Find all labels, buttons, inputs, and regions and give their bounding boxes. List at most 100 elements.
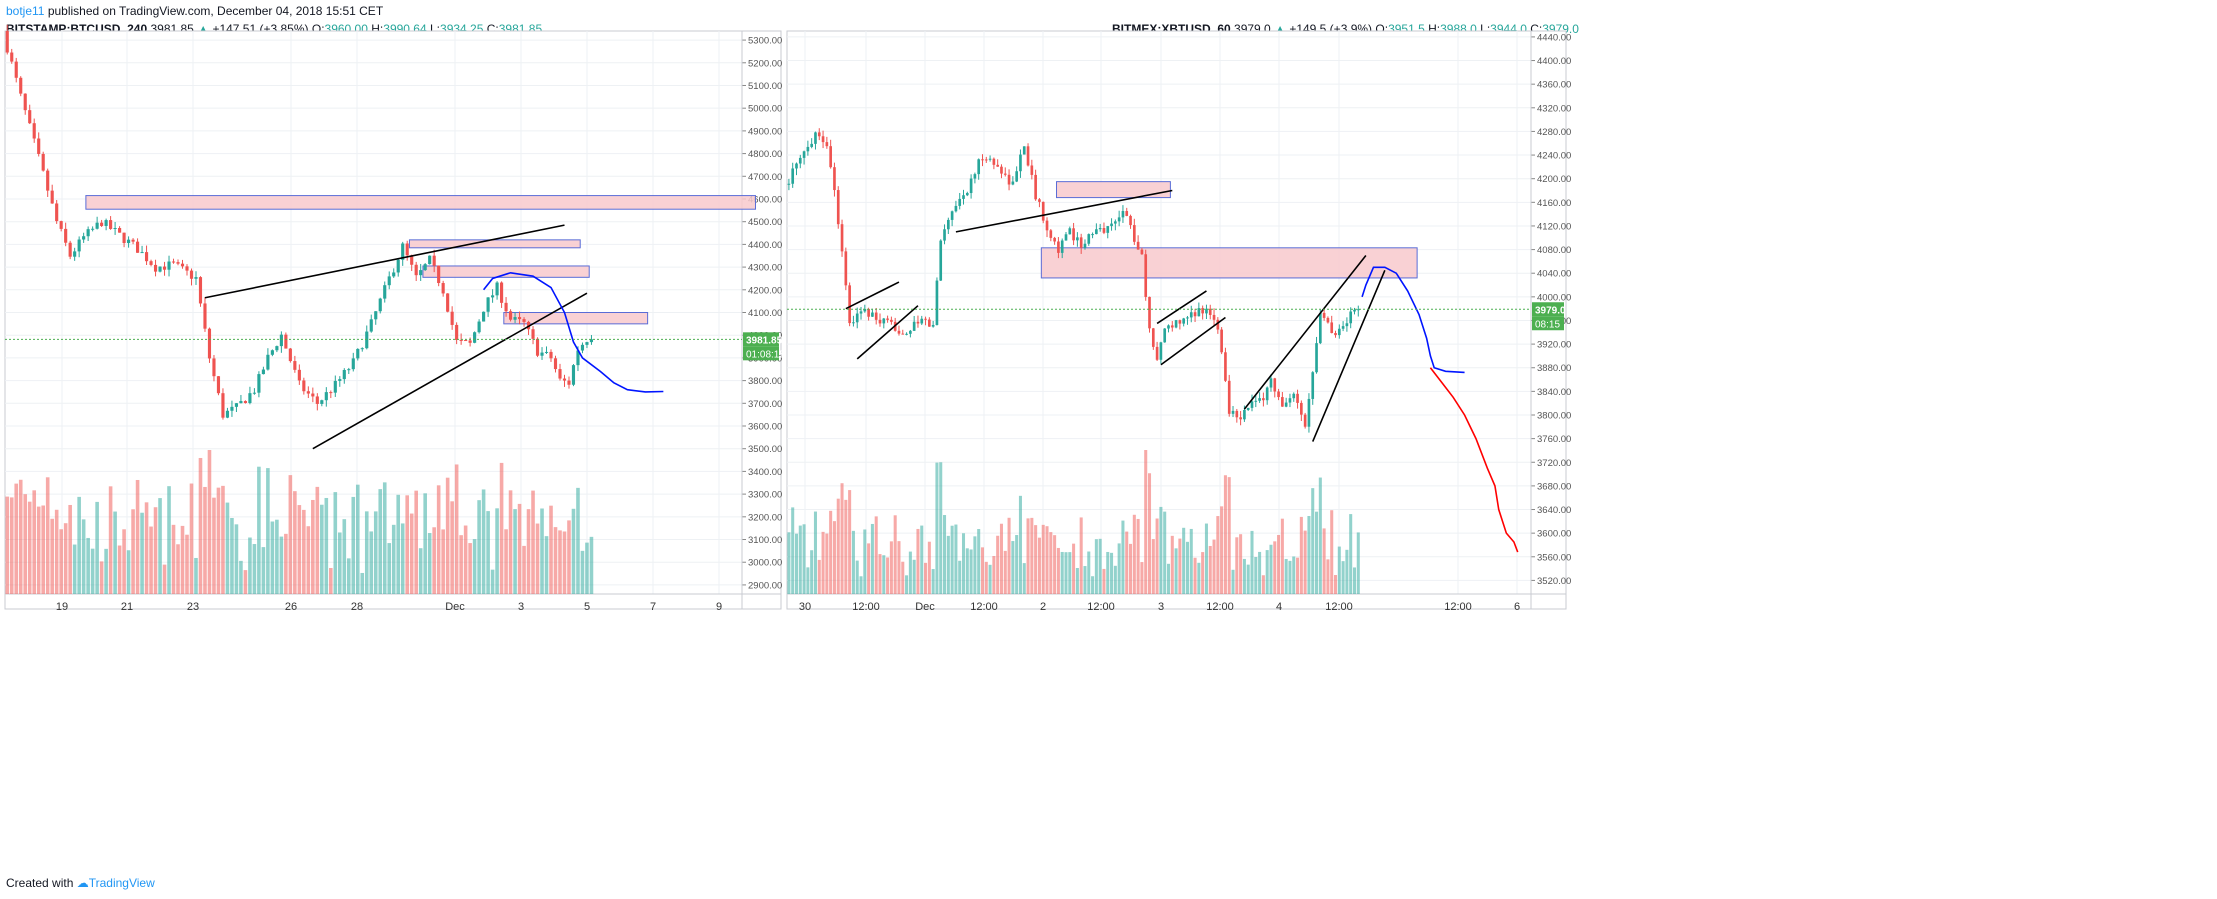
candle	[86, 229, 90, 237]
y-tick-label: 5200.00	[748, 58, 782, 69]
volume-bar	[1231, 569, 1235, 594]
x-tick-label: 12:00	[1325, 601, 1353, 613]
candle	[257, 374, 261, 393]
volume-bar	[459, 535, 463, 594]
volume-bar	[405, 495, 410, 594]
volume-bar	[135, 479, 140, 594]
volume-bar	[288, 475, 293, 594]
volume-bar	[920, 525, 924, 594]
x-tick-label: Dec	[915, 601, 935, 613]
volume-bar	[324, 497, 329, 594]
candle	[1326, 317, 1330, 323]
volume-bar	[893, 515, 897, 594]
volume-bar	[1037, 537, 1041, 594]
volume-bar	[369, 531, 374, 594]
volume-bar	[162, 564, 167, 594]
author-link[interactable]: botje11	[6, 4, 45, 18]
candle	[1140, 249, 1144, 255]
trendline	[856, 305, 919, 360]
candle	[486, 297, 490, 312]
tradingview-link[interactable]: TradingView	[88, 876, 155, 890]
candle	[1227, 380, 1231, 414]
volume-bar	[1349, 514, 1353, 594]
candle	[1114, 221, 1117, 224]
candle	[1136, 241, 1140, 250]
forecast-path-red	[1429, 367, 1519, 553]
candle	[1026, 146, 1030, 166]
candle	[912, 321, 916, 331]
candle	[1345, 323, 1349, 327]
volume-bar	[882, 555, 886, 594]
y-tick-label: 4160.00	[1537, 198, 1571, 209]
up-arrow-icon: ▲	[1274, 22, 1286, 36]
volume-bar	[535, 523, 540, 594]
y-tick-label: 4200.00	[748, 285, 782, 296]
trendline	[1311, 269, 1386, 442]
candle	[342, 370, 346, 380]
candle	[405, 243, 409, 256]
volume-bar	[1288, 560, 1292, 594]
y-tick-label: 5100.00	[748, 81, 782, 92]
candle	[365, 331, 369, 349]
candle	[969, 178, 973, 194]
candle	[513, 317, 517, 320]
volume-bar	[481, 489, 486, 594]
volume-bar	[337, 532, 342, 594]
candle	[392, 272, 396, 277]
candle	[954, 205, 958, 212]
candle	[795, 163, 798, 169]
volume-bar	[840, 483, 844, 594]
candle	[844, 251, 848, 286]
candle	[360, 348, 364, 350]
candle	[95, 222, 99, 229]
candle	[859, 311, 863, 314]
y-tick-label: 5300.00	[748, 36, 782, 47]
candle	[167, 261, 171, 270]
candle	[113, 228, 117, 230]
volume-bar	[355, 484, 360, 594]
volume-bar	[999, 523, 1003, 594]
candle	[973, 174, 977, 179]
x-tick-label: 6	[1514, 601, 1520, 613]
candle	[333, 380, 337, 393]
candle	[419, 270, 423, 276]
candle	[549, 351, 553, 359]
volume-bar	[1159, 506, 1163, 594]
candle	[185, 266, 189, 271]
volume-bar	[1170, 535, 1174, 594]
candle	[261, 369, 265, 375]
volume-bar	[126, 550, 131, 594]
candle	[787, 183, 791, 185]
volume-bar	[454, 464, 459, 594]
volume-bar	[1352, 567, 1357, 594]
candle	[1216, 319, 1220, 330]
volume-bar	[1117, 543, 1121, 594]
volume-bar	[1045, 526, 1049, 594]
volume-bar	[320, 504, 324, 594]
candle	[791, 168, 795, 184]
candle	[535, 338, 540, 356]
volume-bar	[958, 560, 962, 594]
volume-bar	[1208, 545, 1212, 594]
candle	[1034, 174, 1037, 200]
volume-bar	[1204, 523, 1208, 594]
candle	[293, 361, 297, 370]
volume-bar	[878, 554, 882, 594]
volume-bar	[427, 533, 432, 594]
candle	[802, 151, 806, 158]
volume-bar	[965, 548, 969, 594]
volume-bar	[423, 493, 427, 594]
volume-bar	[813, 511, 817, 594]
y-tick-label: 4800.00	[748, 149, 782, 160]
volume-bar	[131, 509, 135, 594]
candle	[1269, 378, 1273, 388]
candle	[553, 358, 558, 370]
volume-bar	[77, 496, 81, 594]
candle	[1182, 318, 1186, 324]
candle	[1262, 398, 1265, 401]
volume-bar	[1034, 525, 1038, 594]
candle	[1060, 240, 1064, 253]
candle	[279, 334, 283, 347]
candle	[1246, 407, 1250, 410]
